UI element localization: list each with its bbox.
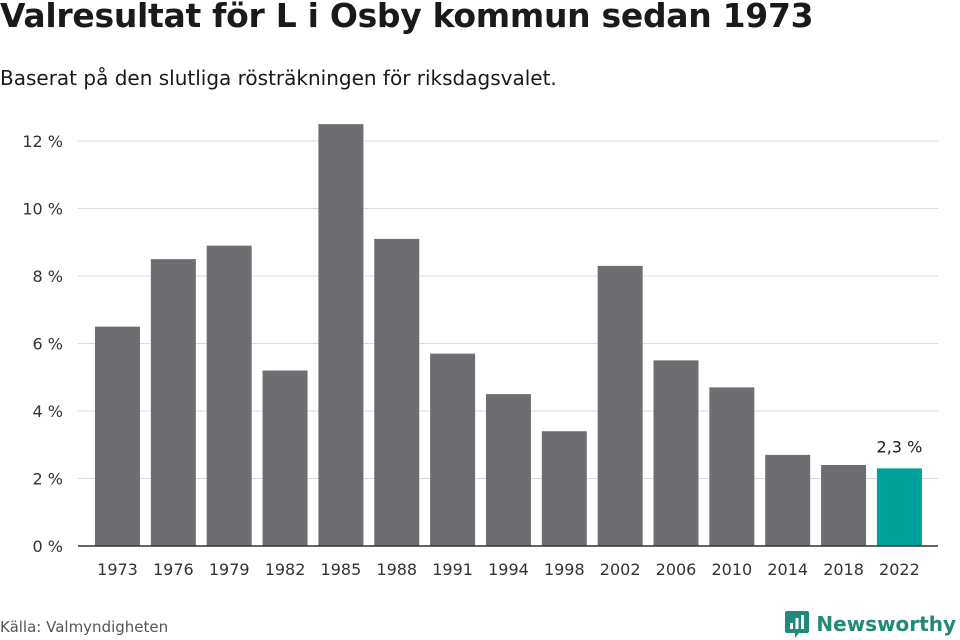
y-tick-label: 8 %	[33, 267, 63, 286]
bar-2006	[653, 360, 699, 546]
bars	[95, 124, 922, 546]
bar-2002	[597, 265, 643, 546]
chart-title: Valresultat för L i Osby kommun sedan 19…	[0, 0, 814, 35]
x-tick-label: 1985	[321, 560, 362, 579]
y-tick-label: 2 %	[33, 470, 63, 489]
annotations: 2,3 %	[877, 437, 923, 456]
bar-1991	[430, 353, 476, 546]
bar-1982	[262, 370, 308, 546]
x-tick-label: 1994	[488, 560, 529, 579]
x-tick-label: 2002	[600, 560, 641, 579]
y-tick-label: 10 %	[22, 200, 63, 219]
y-tick-label: 0 %	[33, 537, 63, 556]
data-label-2022: 2,3 %	[877, 437, 923, 456]
bar-1979	[206, 245, 252, 546]
x-tick-label: 2018	[823, 560, 864, 579]
bar-1976	[150, 259, 196, 546]
y-axis-tick-labels: 0 % 2 % 4 % 6 % 8 % 10 % 12 %	[22, 132, 63, 556]
x-tick-label: 1973	[97, 560, 138, 579]
bar-2022	[876, 468, 922, 546]
chart-subtitle: Baserat på den slutliga rösträkningen fö…	[0, 66, 557, 90]
x-tick-label: 1998	[544, 560, 585, 579]
x-tick-label: 2006	[656, 560, 697, 579]
x-tick-label: 2014	[767, 560, 808, 579]
brand-name: Newsworthy	[816, 612, 956, 636]
newsworthy-logo-icon	[785, 611, 810, 638]
bar-1985	[318, 124, 364, 546]
brand-logo: Newsworthy	[784, 609, 956, 639]
bar-2014	[765, 454, 811, 546]
x-axis-tick-labels: 1973 1976 1979 1982 1985 1988 1991 1994 1998 2002…	[97, 560, 920, 579]
x-tick-label: 1979	[209, 560, 250, 579]
x-tick-label: 1991	[432, 560, 473, 579]
x-tick-label: 1976	[153, 560, 194, 579]
bar-1998	[541, 431, 587, 546]
y-tick-label: 12 %	[22, 132, 63, 151]
bar-2010	[709, 387, 755, 546]
x-tick-label: 2022	[879, 560, 920, 579]
bar-1988	[374, 238, 420, 546]
bar-2018	[821, 465, 867, 546]
x-tick-label: 2010	[711, 560, 752, 579]
x-tick-label: 1988	[376, 560, 417, 579]
x-tick-label: 1982	[265, 560, 306, 579]
source-note: Källa: Valmyndigheten	[0, 618, 169, 636]
bar-1994	[485, 394, 531, 546]
y-tick-label: 6 %	[33, 335, 63, 354]
bar-1973	[95, 326, 140, 546]
y-tick-label: 4 %	[33, 402, 63, 421]
